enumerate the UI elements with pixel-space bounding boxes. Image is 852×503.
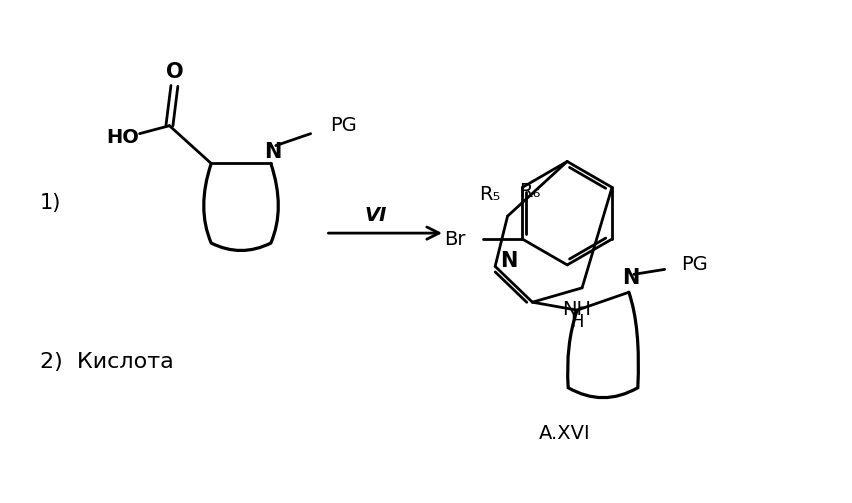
Text: O: O	[165, 62, 183, 82]
Text: 1): 1)	[40, 193, 61, 213]
Text: A.XVI: A.XVI	[538, 425, 590, 444]
Text: PG: PG	[331, 116, 357, 135]
Text: R₆: R₆	[519, 182, 540, 201]
Text: HO: HO	[106, 128, 139, 147]
Text: 2)  Кислота: 2) Кислота	[40, 353, 174, 372]
Text: N: N	[500, 252, 518, 271]
Text: N: N	[264, 141, 281, 161]
Text: R₅: R₅	[479, 185, 500, 204]
Text: PG: PG	[682, 255, 708, 274]
Text: VI: VI	[364, 206, 387, 225]
Text: N: N	[622, 268, 640, 288]
Text: NH: NH	[562, 300, 591, 319]
Text: Br: Br	[444, 229, 466, 248]
Text: H: H	[570, 313, 584, 330]
